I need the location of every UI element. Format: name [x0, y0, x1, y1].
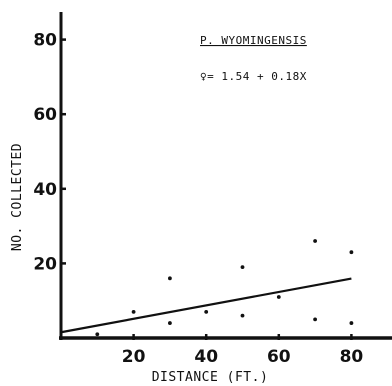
y-tick-label: 40	[33, 180, 57, 200]
x-tick-label: 40	[194, 347, 218, 367]
data-point	[240, 265, 245, 270]
y-tick-label: 80	[33, 31, 57, 51]
x-tick-label: 20	[122, 347, 146, 367]
y-tick-label: 60	[33, 105, 57, 125]
y-tick-label: 20	[33, 254, 57, 274]
regression-line	[60, 277, 352, 334]
data-point	[168, 276, 172, 281]
chart-title: P. WYOMINGENSIS	[200, 34, 307, 47]
x-tick-label: 80	[340, 347, 364, 367]
y-axis-title: NO. COLLECTED	[10, 143, 25, 251]
data-point	[313, 317, 317, 322]
data-point	[204, 336, 209, 340]
data-point	[276, 295, 281, 299]
data-point	[313, 239, 317, 243]
data-point	[349, 321, 354, 325]
data-point	[204, 309, 209, 314]
data-point	[349, 250, 354, 255]
data-point	[95, 332, 100, 337]
plot-area: 20 40 60 80 20 40 60 80	[33, 12, 392, 367]
data-point	[131, 309, 136, 314]
x-axis-title: DISTANCE (FT.)	[152, 370, 269, 385]
data-point	[168, 321, 172, 325]
regression-equation: ♀= 1.54 + 0.18X	[200, 70, 307, 83]
x-tick-label: 60	[267, 347, 291, 367]
data-point	[240, 313, 245, 318]
